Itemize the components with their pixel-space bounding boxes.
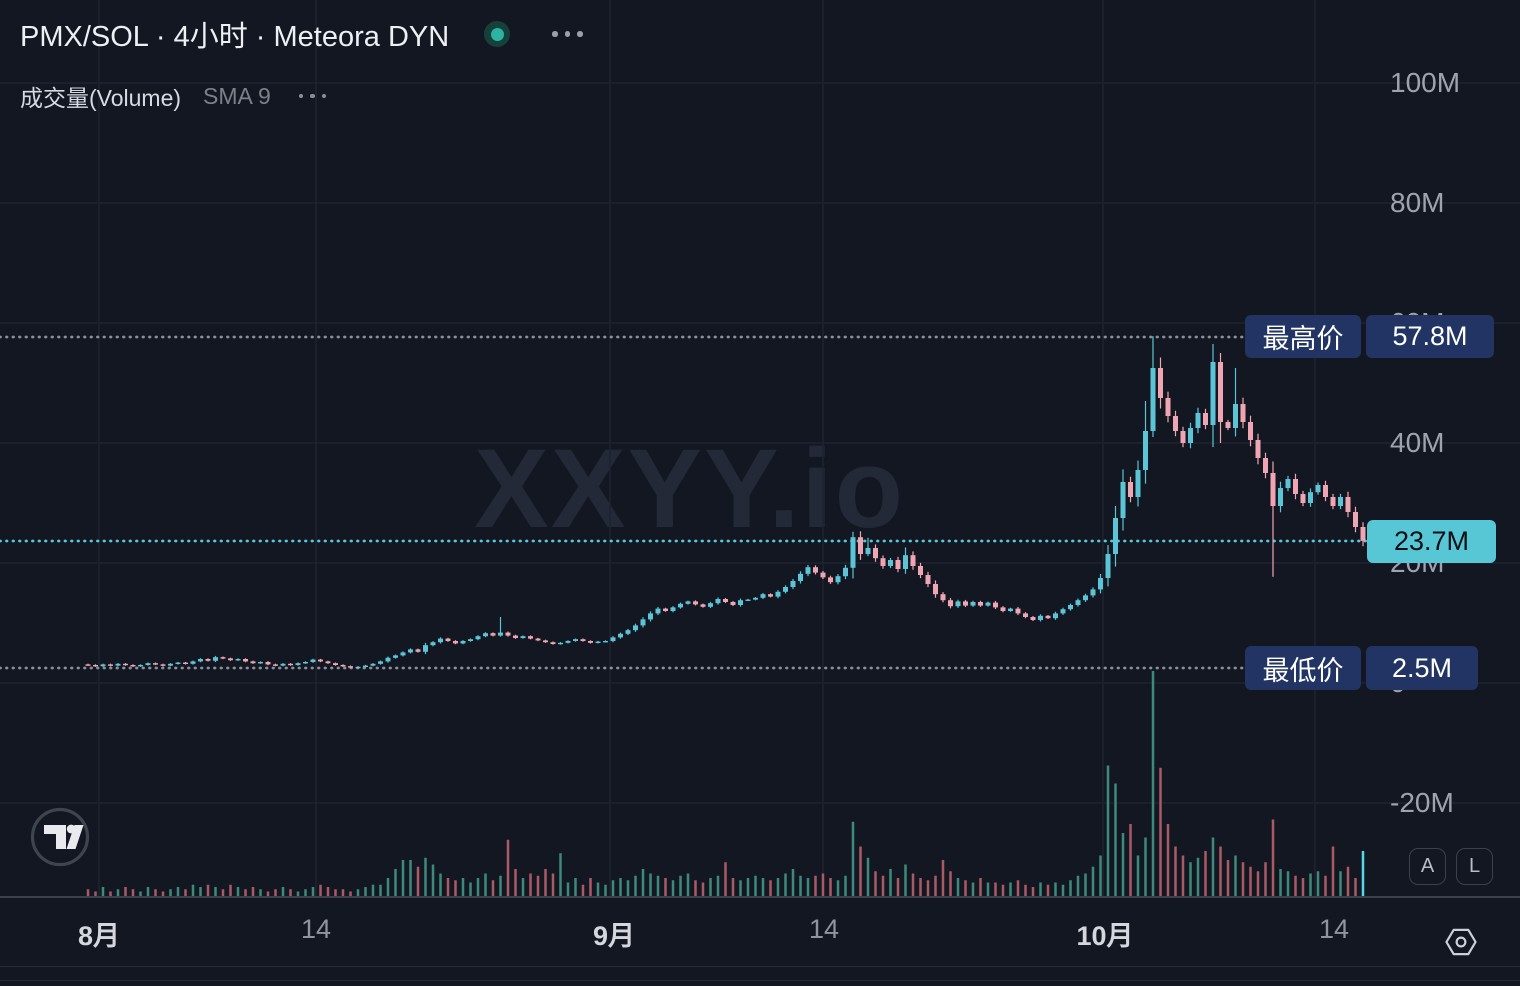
market-status-icon[interactable] <box>484 21 511 47</box>
timescale-separator <box>0 896 1520 898</box>
time-axis[interactable]: 8月 14 9月 14 10月 14 <box>0 898 1520 966</box>
watermark: XXYY.io <box>474 426 906 551</box>
auto-scale-button[interactable]: A <box>1409 848 1446 885</box>
volume-histogram <box>86 671 1365 896</box>
symbol-title[interactable]: PMX/SOL · 4小时 · Meteora DYN <box>20 21 450 53</box>
volume-indicator-label[interactable]: 成交量(Volume) <box>20 85 182 111</box>
more-options-icon[interactable] <box>552 31 583 37</box>
price-marker-lines <box>0 335 1368 670</box>
sma-setting-label[interactable]: SMA 9 <box>203 82 271 109</box>
footer-separator <box>0 980 1520 981</box>
high-price-tag-label: 最高价 <box>1245 315 1361 358</box>
current-price-tag: 23.7M <box>1367 520 1496 563</box>
time-tick: 14 <box>808 914 840 944</box>
tradingview-logo[interactable] <box>29 806 91 868</box>
time-tick: 14 <box>1318 914 1350 944</box>
chart-header: PMX/SOL · 4小时 · Meteora DYN 成交量(Volume) … <box>20 13 583 113</box>
time-tick: 9月 <box>592 921 636 951</box>
axis-bottom-separator <box>0 966 1520 967</box>
indicator-more-icon[interactable] <box>298 93 327 99</box>
time-tick: 14 <box>300 914 332 944</box>
time-tick: 8月 <box>77 921 121 951</box>
log-scale-button[interactable]: L <box>1456 848 1493 885</box>
low-price-tag-value: 2.5M <box>1366 646 1478 690</box>
time-tick: 10月 <box>1076 921 1134 951</box>
low-price-tag-label: 最低价 <box>1245 646 1361 690</box>
grid-lines <box>0 0 1520 896</box>
settings-gear-icon[interactable] <box>1444 925 1478 959</box>
high-price-tag-value: 57.8M <box>1366 315 1494 358</box>
candles <box>85 336 1366 669</box>
